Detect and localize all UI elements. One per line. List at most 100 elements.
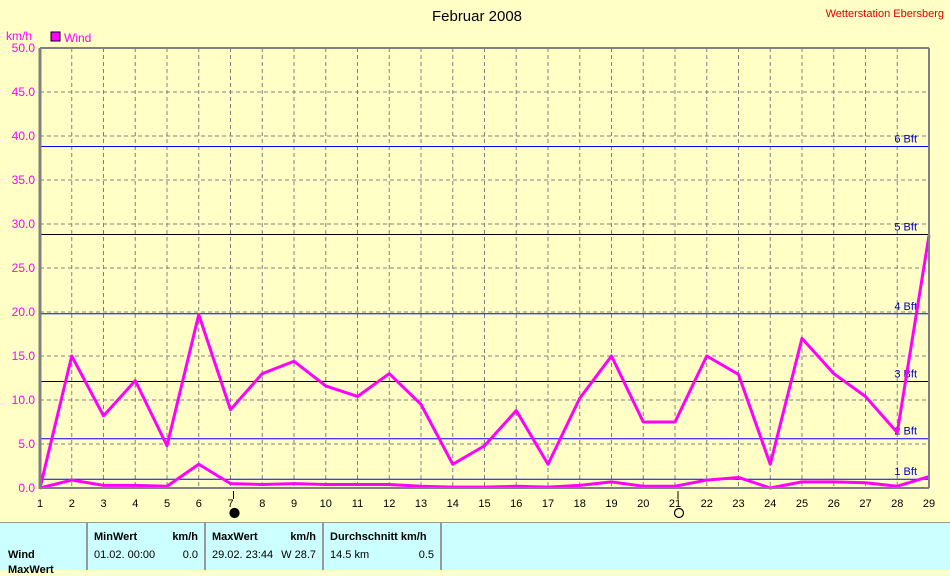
data-point [103,415,104,417]
new-moon-icon [229,507,240,519]
data-point [515,410,517,412]
data-point [706,355,708,357]
min-date: 01.02. 00:00 [94,549,156,561]
avg-column: Durchschnitt km/h 14.5 km 0.5 [324,523,442,570]
y-tick-label: 5.0 [18,437,35,451]
y-tick-label: 15.0 [12,349,36,363]
max-unit: km/h [290,531,316,543]
x-tick-label: 3 [100,498,106,510]
y-tick-label: 0.0 [18,481,35,495]
y-tick-label: 30.0 [12,217,36,231]
x-tick-label: 13 [415,498,427,510]
data-point [420,403,422,405]
beaufort-label: 5 Bft [894,222,917,234]
y-tick-label: 35.0 [12,173,36,187]
y-tick-label: 40.0 [12,129,36,143]
data-point [198,463,200,465]
min-unit: km/h [172,531,198,543]
x-tick-label: 17 [542,498,554,510]
data-point [579,397,581,399]
stats-panel: Wind MaxWert MinWert km/h 01.02. 00:00 0… [0,522,950,576]
x-tick-label: 20 [637,498,649,510]
chart-title: Februar 2008 [432,8,522,25]
legend-label: Wind [64,31,91,45]
data-point [261,483,263,485]
x-tick-label: 22 [701,498,713,510]
x-tick-label: 26 [828,498,840,510]
data-point [388,373,390,375]
data-point [674,421,676,423]
data-point [71,355,73,357]
data-point [325,385,327,387]
data-point [420,485,422,487]
avg-header: Durchschnitt km/h [330,531,427,543]
data-point [166,485,168,487]
min-column: MinWert km/h 01.02. 00:00 0.0 [88,523,206,570]
x-tick-label: 19 [605,498,617,510]
x-tick-label: 27 [859,498,871,510]
y-tick-label: 50.0 [12,41,36,55]
data-point [134,484,136,486]
data-point [738,476,739,478]
beaufort-label: 1 Bft [894,466,917,478]
station-name: Wetterstation Ebersberg [826,8,944,20]
row-label-wind: Wind [8,549,35,561]
data-point [865,482,866,484]
y-tick-label: 10.0 [12,393,36,407]
data-point [198,314,200,316]
x-tick-label: 5 [164,498,170,510]
data-point [103,484,104,486]
x-tick-label: 6 [196,498,202,510]
data-point [230,409,231,411]
x-tick-label: 12 [383,498,395,510]
data-point [801,481,803,483]
full-moon-icon [673,507,685,519]
x-tick-label: 4 [132,498,138,510]
data-point [801,337,803,339]
max-date: 29.02. 23:44 [212,549,274,561]
data-point [261,373,263,375]
data-point [769,463,771,465]
data-point [388,483,390,485]
data-point [579,484,581,486]
row-label-maxwert: MaxWert [8,564,54,576]
x-tick-label: 10 [320,498,332,510]
x-tick-label: 11 [352,498,363,510]
data-point [293,483,295,485]
beaufort-label: 2 Bft [894,426,917,438]
data-point [484,445,485,447]
avg-value: 0.5 [418,549,434,561]
x-tick-label: 16 [510,498,522,510]
min-header: MinWert [94,531,138,543]
data-point [71,479,73,481]
data-point [611,481,612,483]
data-point [674,485,676,487]
x-tick-label: 8 [259,498,265,510]
data-point [452,463,454,465]
data-point [706,479,708,481]
data-point [515,485,517,487]
y-tick-label: 25.0 [12,261,36,275]
data-point [293,360,295,362]
x-tick-label: 25 [796,498,808,510]
x-tick-label: 28 [891,498,903,510]
data-point [230,483,231,485]
x-tick-label: 23 [732,498,744,510]
row-labels: Wind MaxWert [0,523,88,576]
data-point [865,395,866,397]
x-tick-label: 18 [574,498,586,510]
y-tick-label: 20.0 [12,305,36,319]
legend-swatch [50,31,61,42]
x-tick-label: 15 [478,498,490,510]
x-tick-label: 21 [669,498,681,510]
data-point [642,485,644,487]
data-point [896,432,898,434]
data-point [134,380,136,382]
data-point [325,483,327,485]
x-tick-label: 14 [447,498,459,510]
data-point [611,355,612,357]
x-tick-label: 7 [227,498,233,510]
x-tick-label: 2 [69,498,75,510]
data-point [166,445,168,447]
max-header: MaxWert [212,531,258,543]
